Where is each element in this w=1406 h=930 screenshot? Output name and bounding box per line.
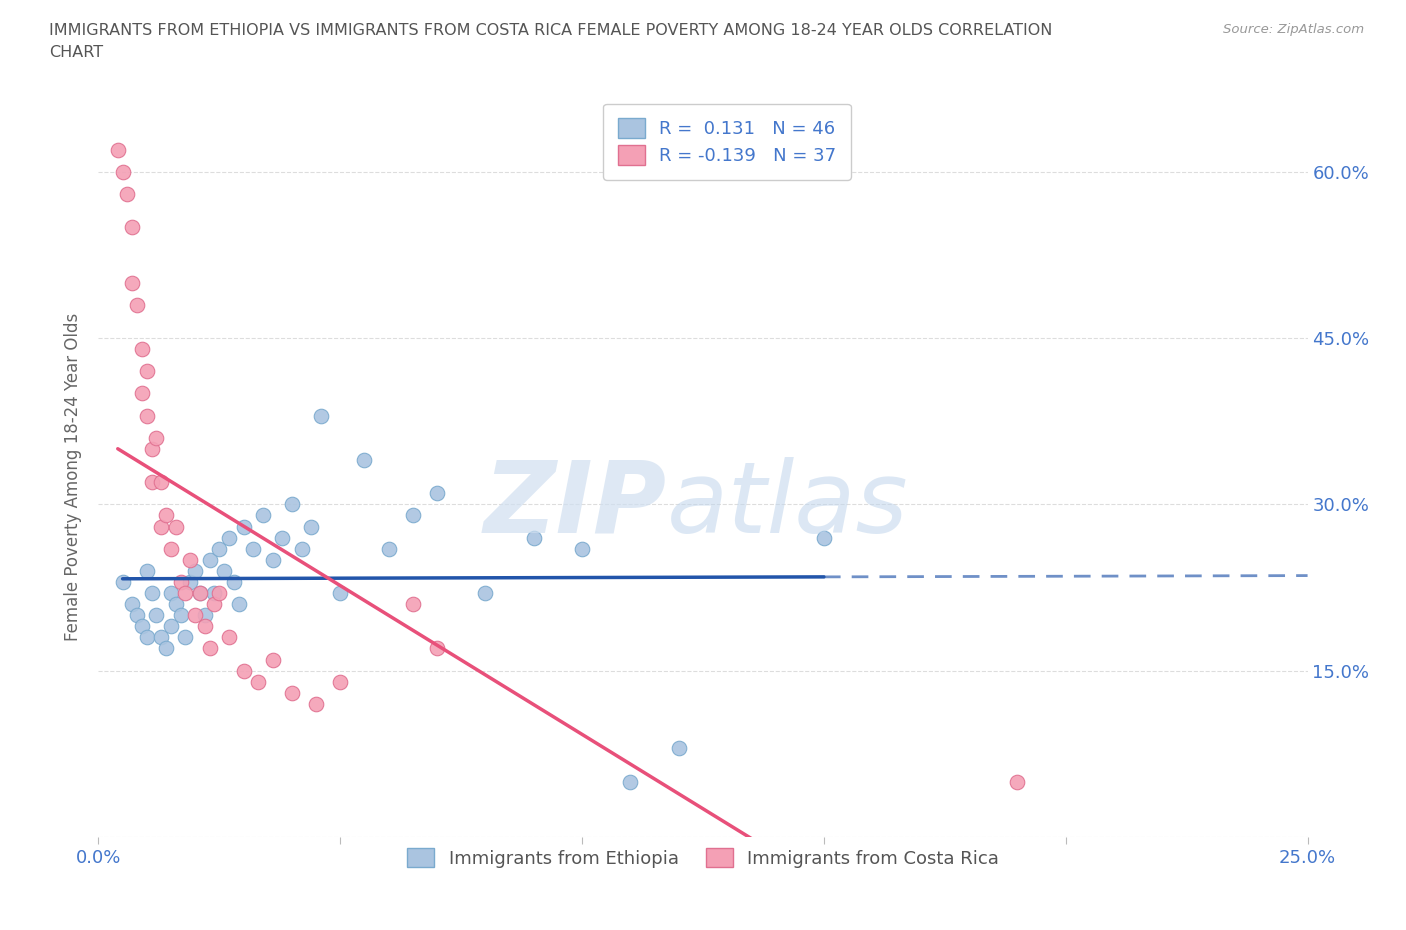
Point <box>299 519 322 534</box>
Point <box>188 586 211 601</box>
Point <box>145 431 167 445</box>
Point <box>305 697 328 711</box>
Point <box>402 597 425 612</box>
Point <box>619 774 641 789</box>
Point <box>247 674 270 689</box>
Point <box>135 564 157 578</box>
Point <box>813 530 835 545</box>
Point <box>218 630 240 644</box>
Point <box>402 508 425 523</box>
Point <box>155 508 177 523</box>
Point <box>212 564 235 578</box>
Point <box>242 541 264 556</box>
Point <box>127 298 149 312</box>
Point <box>141 586 163 601</box>
Point <box>179 575 201 590</box>
Point <box>426 641 449 656</box>
Point <box>155 641 177 656</box>
Point <box>179 552 201 567</box>
Point <box>198 641 221 656</box>
Point <box>188 586 211 601</box>
Point <box>194 618 217 633</box>
Point <box>208 541 231 556</box>
Point <box>141 442 163 457</box>
Point <box>668 741 690 756</box>
Point <box>262 652 284 667</box>
Point <box>353 453 375 468</box>
Point <box>377 541 399 556</box>
Text: Source: ZipAtlas.com: Source: ZipAtlas.com <box>1223 23 1364 36</box>
Point <box>184 564 207 578</box>
Point <box>169 608 191 623</box>
Point <box>121 219 143 234</box>
Text: ZIP: ZIP <box>484 457 666 554</box>
Point <box>228 597 250 612</box>
Y-axis label: Female Poverty Among 18-24 Year Olds: Female Poverty Among 18-24 Year Olds <box>65 312 83 641</box>
Point <box>198 552 221 567</box>
Point <box>474 586 496 601</box>
Point <box>107 142 129 157</box>
Point <box>232 519 254 534</box>
Point <box>204 597 226 612</box>
Point <box>290 541 312 556</box>
Point <box>232 663 254 678</box>
Point <box>165 519 187 534</box>
Point <box>218 530 240 545</box>
Point <box>426 485 449 500</box>
Point <box>169 575 191 590</box>
Point <box>111 165 134 179</box>
Legend: Immigrants from Ethiopia, Immigrants from Costa Rica: Immigrants from Ethiopia, Immigrants fro… <box>392 833 1014 882</box>
Point <box>194 608 217 623</box>
Text: IMMIGRANTS FROM ETHIOPIA VS IMMIGRANTS FROM COSTA RICA FEMALE POVERTY AMONG 18-2: IMMIGRANTS FROM ETHIOPIA VS IMMIGRANTS F… <box>49 23 1053 60</box>
Point <box>117 186 139 201</box>
Point <box>523 530 546 545</box>
Point <box>135 408 157 423</box>
Point <box>174 630 197 644</box>
Point <box>150 519 173 534</box>
Point <box>160 541 183 556</box>
Point <box>309 408 332 423</box>
Point <box>131 618 153 633</box>
Point <box>184 608 207 623</box>
Point <box>127 608 149 623</box>
Point <box>121 275 143 290</box>
Point <box>160 618 183 633</box>
Point <box>208 586 231 601</box>
Point <box>281 497 304 512</box>
Point <box>271 530 294 545</box>
Point <box>135 630 157 644</box>
Point <box>281 685 304 700</box>
Point <box>329 674 352 689</box>
Point <box>150 630 173 644</box>
Point <box>1007 774 1029 789</box>
Point <box>145 608 167 623</box>
Point <box>329 586 352 601</box>
Point <box>131 386 153 401</box>
Point <box>252 508 274 523</box>
Point <box>174 586 197 601</box>
Point <box>150 474 173 489</box>
Point <box>111 575 134 590</box>
Point <box>262 552 284 567</box>
Point <box>571 541 593 556</box>
Point <box>160 586 183 601</box>
Point <box>222 575 245 590</box>
Point <box>131 341 153 356</box>
Point <box>135 364 157 379</box>
Text: atlas: atlas <box>666 457 908 554</box>
Point <box>165 597 187 612</box>
Point <box>204 586 226 601</box>
Point <box>121 597 143 612</box>
Point <box>141 474 163 489</box>
